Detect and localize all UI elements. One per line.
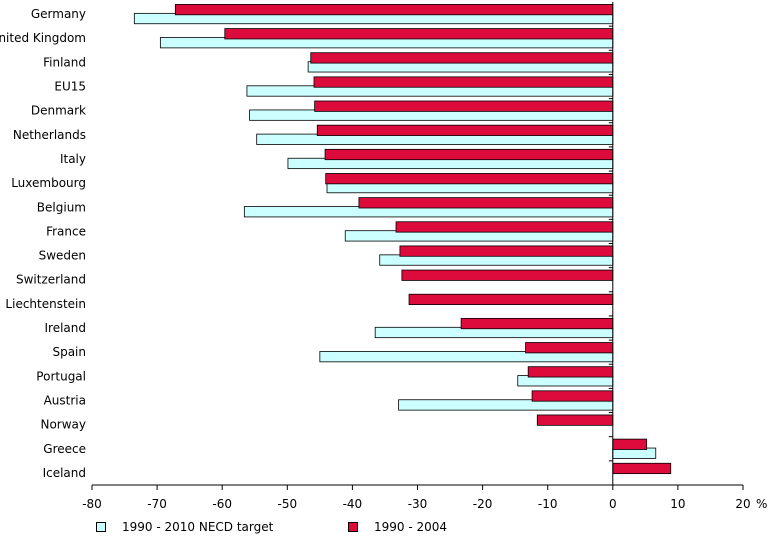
x-tick-label: -40: [343, 497, 363, 511]
x-tick-label: -70: [147, 497, 167, 511]
bar-actual-portugal: [527, 366, 614, 378]
x-tick-label: -50: [277, 497, 297, 511]
category-label-norway: Norway: [40, 418, 86, 432]
category-label-luxembourg: Luxembourg: [11, 176, 86, 190]
x-tick-label: -30: [408, 497, 428, 511]
x-tick-label: -60: [212, 497, 232, 511]
bar-actual-finland: [310, 52, 614, 64]
category-label-eu15: EU15: [54, 80, 86, 94]
category-label-austria: Austria: [44, 393, 86, 407]
category-label-united-kingdom: United Kingdom: [0, 31, 86, 45]
category-label-belgium: Belgium: [37, 200, 86, 214]
bar-actual-iceland: [612, 462, 672, 475]
bar-actual-ireland: [460, 317, 614, 330]
legend-item-series-2: 1990 - 2004: [348, 517, 447, 537]
bar-actual-greece: [612, 438, 648, 450]
category-label-spain: Spain: [52, 345, 86, 359]
x-tick-label: -20: [473, 497, 493, 511]
legend-label-target: 1990 - 2010 NECD target: [122, 520, 274, 534]
bar-actual-switzerland: [401, 269, 614, 281]
category-label-denmark: Denmark: [31, 104, 86, 118]
x-axis-unit-label: %: [756, 497, 767, 511]
bar-actual-netherlands: [316, 124, 614, 136]
x-tick-label: 20: [735, 497, 750, 511]
category-label-ireland: Ireland: [44, 321, 86, 335]
legend-item-series-1: 1990 - 2010 NECD target: [96, 517, 273, 537]
legend-swatch-actual: [348, 522, 358, 532]
category-label-germany: Germany: [31, 7, 86, 21]
category-label-portugal: Portugal: [36, 369, 86, 383]
category-label-france: France: [46, 224, 86, 238]
x-tick-label: 10: [670, 497, 685, 511]
bar-actual-belgium: [358, 197, 614, 209]
category-label-iceland: Iceland: [43, 466, 86, 480]
bar-actual-denmark: [314, 100, 614, 112]
x-tick-label: -10: [538, 497, 558, 511]
bar-actual-italy: [324, 148, 614, 161]
bar-actual-germany: [174, 4, 614, 16]
category-label-greece: Greece: [43, 442, 86, 456]
bar-actual-eu15: [313, 76, 614, 88]
bar-actual-spain: [525, 342, 614, 354]
bar-actual-united-kingdom: [224, 28, 614, 40]
legend-label-actual: 1990 - 2004: [374, 520, 448, 534]
category-label-italy: Italy: [60, 152, 86, 166]
category-label-sweden: Sweden: [39, 249, 86, 263]
category-label-netherlands: Netherlands: [13, 128, 86, 142]
bars-group: [133, 4, 672, 475]
bar-actual-sweden: [399, 245, 614, 257]
legend-swatch-target: [96, 522, 106, 532]
x-tick-label: -80: [82, 497, 102, 511]
bar-actual-liechtenstein: [408, 293, 614, 305]
bar-actual-austria: [531, 390, 614, 402]
bar-actual-france: [395, 221, 614, 233]
category-label-finland: Finland: [43, 55, 86, 69]
bar-actual-luxembourg: [325, 173, 614, 185]
axes-group: Germany United Kingdom Finland EU15 Denmark N…: [0, 2, 751, 511]
category-label-switzerland: Switzerland: [16, 273, 86, 287]
x-tick-label: 0: [609, 497, 617, 511]
bar-actual-norway: [536, 414, 614, 426]
category-label-liechtenstein: Liechtenstein: [5, 297, 86, 311]
